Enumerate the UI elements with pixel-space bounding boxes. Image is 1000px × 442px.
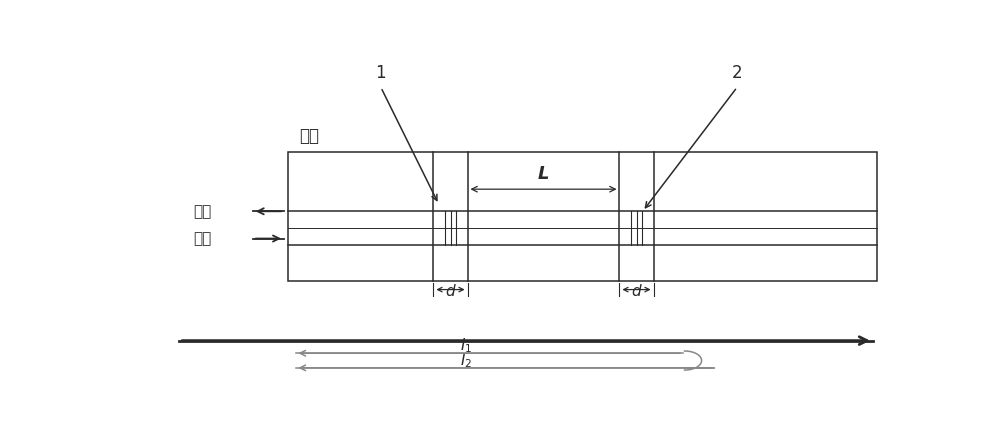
Text: 输入: 输入 xyxy=(193,231,212,246)
Text: d: d xyxy=(632,284,641,299)
Bar xyxy=(288,152,877,281)
Text: 光纤: 光纤 xyxy=(299,127,319,145)
Text: 1: 1 xyxy=(375,64,386,82)
Text: d: d xyxy=(446,284,455,299)
Text: I$_2$: I$_2$ xyxy=(460,351,472,370)
Text: L: L xyxy=(538,165,549,183)
Text: 2: 2 xyxy=(732,64,743,82)
Text: I$_1$: I$_1$ xyxy=(460,336,472,355)
Text: 输出: 输出 xyxy=(193,204,212,219)
